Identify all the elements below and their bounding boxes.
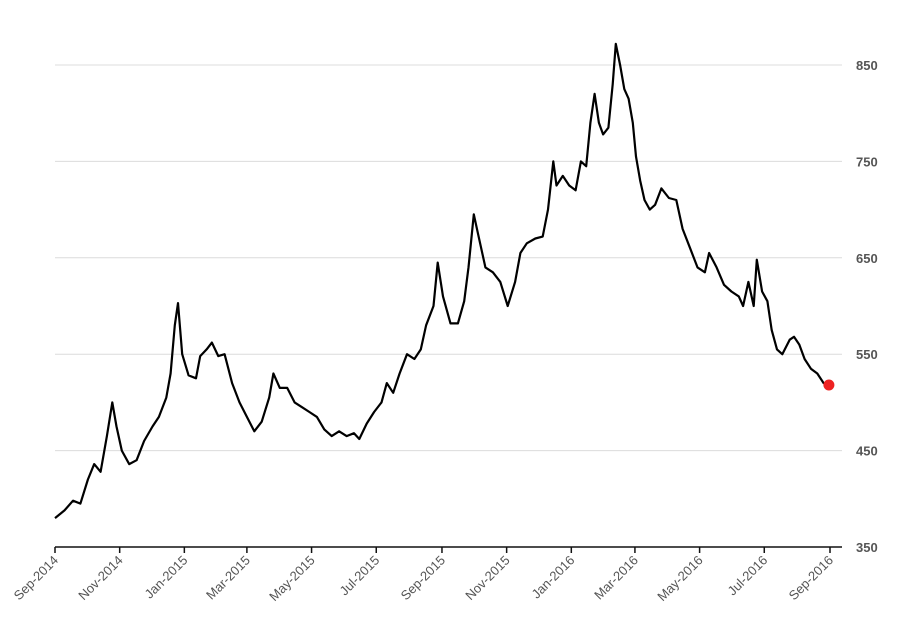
x-tick-label: Jul-2016 bbox=[725, 553, 771, 599]
y-tick-label: 650 bbox=[856, 251, 878, 266]
x-tick-label: May-2015 bbox=[266, 553, 317, 604]
x-tick-label: Nov-2015 bbox=[462, 553, 512, 603]
x-axis-ticks: Sep-2014 Nov-2014 Jan-2015 Mar-2015 May-2015… bbox=[11, 547, 836, 604]
x-tick-label: Sep-2016 bbox=[786, 553, 836, 603]
x-tick-label: Nov-2014 bbox=[75, 553, 125, 603]
x-tick-label: Jan-2016 bbox=[528, 553, 577, 602]
y-tick-label: 550 bbox=[856, 347, 878, 362]
y-tick-label: 350 bbox=[856, 540, 878, 555]
x-tick-label: Jul-2015 bbox=[336, 553, 382, 599]
gridlines bbox=[55, 64, 842, 452]
y-tick-label: 450 bbox=[856, 444, 878, 459]
x-tick-label: Mar-2016 bbox=[591, 553, 641, 603]
x-tick-label: Mar-2015 bbox=[203, 553, 253, 603]
latest-value-marker bbox=[823, 379, 835, 391]
x-tick-label: Sep-2014 bbox=[11, 553, 61, 603]
x-tick-label: May-2016 bbox=[654, 553, 705, 604]
y-tick-label: 750 bbox=[856, 154, 878, 169]
y-axis-ticks: 350 450 550 650 750 850 bbox=[856, 58, 878, 555]
price-series-line bbox=[54, 42, 830, 519]
y-tick-label: 850 bbox=[856, 58, 878, 73]
x-tick-label: Jan-2015 bbox=[142, 553, 191, 602]
x-tick-label: Sep-2015 bbox=[398, 553, 448, 603]
